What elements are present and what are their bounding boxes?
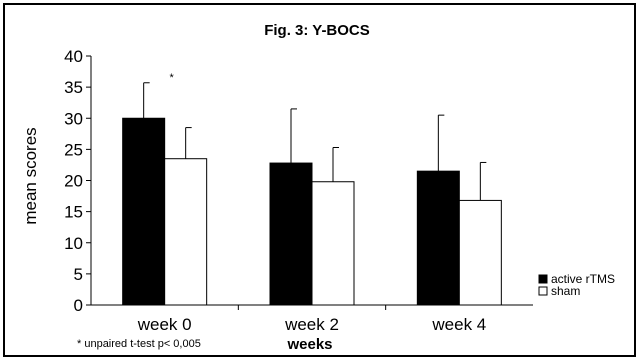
legend-label-active-rtms: active rTMS — [551, 272, 615, 286]
y-tick-label: 15 — [64, 203, 83, 222]
y-tick-label: 0 — [74, 296, 83, 315]
y-tick-label: 40 — [64, 47, 83, 66]
bar-sham — [458, 199, 502, 306]
significance-star: * — [170, 72, 175, 84]
bar-sham — [311, 181, 355, 306]
x-tick-label: week 4 — [431, 315, 486, 334]
legend-swatch-sham — [538, 286, 548, 296]
y-tick-label: 20 — [64, 172, 83, 191]
legend-label-sham: sham — [551, 284, 580, 298]
plot-area: 0 5 10 15 20 25 30 35 40 week 0 week 2 week 4 * — [64, 47, 533, 334]
y-tick-label: 35 — [64, 78, 83, 97]
bar-active-rtms — [269, 162, 313, 306]
x-axis-label: weeks — [286, 336, 332, 353]
bar-active-rtms — [416, 170, 460, 306]
bar-active-rtms — [122, 117, 166, 306]
y-tick-label: 30 — [64, 109, 83, 128]
figure-frame: Fig. 3: Y-BOCS mean scores 0 5 10 15 20 25 30 3… — [3, 3, 636, 357]
y-tick-label: 10 — [64, 234, 83, 253]
x-tick-label: week 2 — [284, 315, 339, 334]
footnote: * unpaired t-test p< 0,005 — [77, 338, 201, 350]
chart-title: Fig. 3: Y-BOCS — [264, 22, 370, 39]
legend: active rTMS sham — [538, 272, 615, 298]
bar-sham — [164, 158, 208, 306]
y-tick-label: 25 — [64, 140, 83, 159]
y-tick-label: 5 — [74, 265, 83, 284]
chart: Fig. 3: Y-BOCS mean scores 0 5 10 15 20 25 30 3… — [21, 22, 615, 353]
y-axis-label: mean scores — [21, 127, 40, 224]
legend-swatch-active-rtms — [538, 274, 548, 284]
x-tick-label: week 0 — [137, 315, 192, 334]
